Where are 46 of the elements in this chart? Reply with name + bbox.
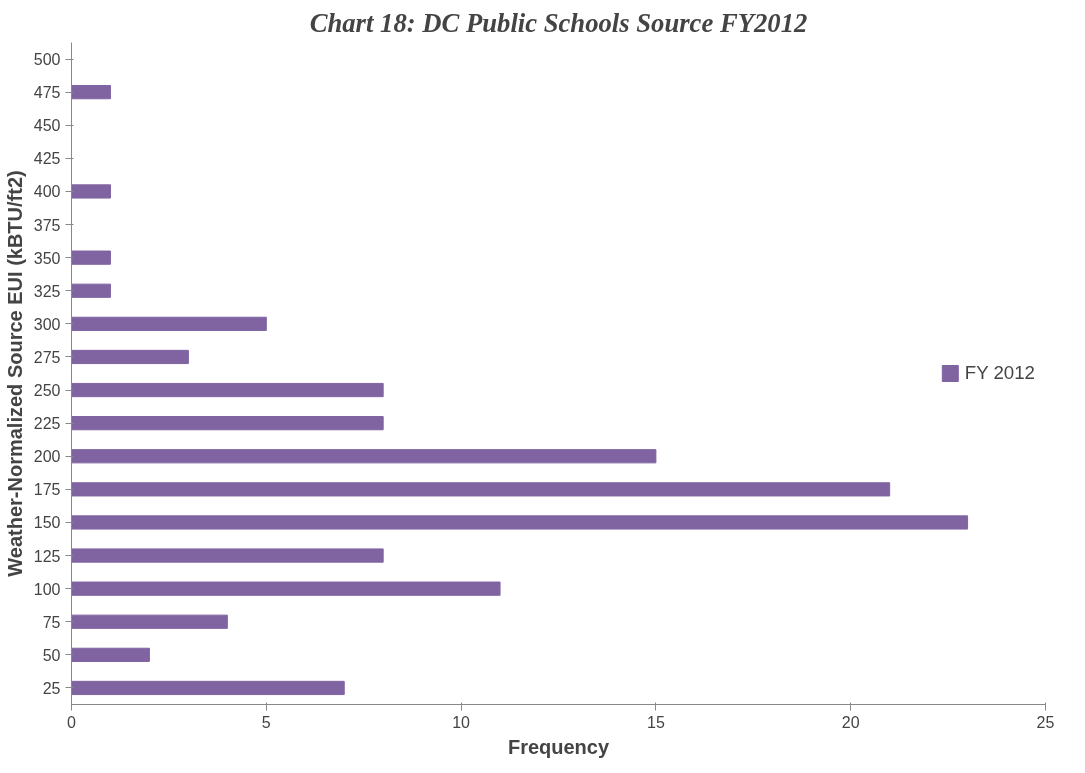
bar: [71, 647, 150, 662]
y-tick-label: 300: [33, 315, 61, 333]
bar: [71, 382, 384, 398]
bar: [71, 515, 969, 530]
bar: [71, 349, 189, 365]
y-tick-label: 250: [33, 382, 61, 400]
y-tick-label: 50: [42, 646, 61, 664]
bar: [71, 581, 501, 596]
bar: [71, 548, 384, 563]
y-tick-label: 375: [33, 216, 61, 234]
bar: [71, 85, 111, 100]
y-tick-label: 325: [33, 282, 61, 300]
legend-label: FY 2012: [964, 362, 1035, 384]
bar: [71, 680, 345, 696]
x-tick-label: 25: [1036, 713, 1055, 731]
x-tick-label: 20: [841, 713, 860, 731]
bar: [71, 250, 111, 265]
chart-title: Chart 18: DC Public Schools Source FY2012: [309, 7, 808, 38]
bar: [71, 449, 657, 464]
y-tick-label: 200: [33, 448, 61, 466]
x-tick-label: 15: [647, 713, 665, 731]
bar: [71, 482, 891, 497]
y-tick-label: 475: [33, 84, 61, 102]
bar: [71, 184, 111, 199]
y-tick-label: 350: [33, 249, 61, 267]
x-tick-label: 10: [452, 713, 471, 731]
y-tick-label: 500: [33, 51, 61, 69]
y-tick-label: 100: [33, 580, 61, 598]
y-tick-label: 125: [33, 547, 61, 565]
bar: [71, 283, 111, 298]
y-tick-label: 425: [33, 150, 61, 168]
y-axis-title: Weather-Normalized Source EUI (kBTU/ft2): [3, 170, 26, 577]
y-tick-label: 400: [33, 183, 61, 201]
x-axis-title: Frequency: [507, 735, 610, 758]
bar: [71, 416, 384, 431]
y-tick-label: 275: [33, 348, 61, 366]
y-tick-label: 75: [42, 613, 61, 631]
y-tick-label: 175: [33, 481, 61, 499]
y-tick-label: 225: [33, 415, 61, 433]
y-tick-label: 25: [42, 679, 61, 697]
bar: [71, 614, 228, 629]
bar: [71, 316, 267, 331]
x-tick-label: 5: [261, 713, 271, 731]
y-tick-label: 450: [33, 117, 61, 135]
x-tick-label: 0: [67, 713, 77, 731]
y-tick-label: 150: [33, 514, 61, 532]
